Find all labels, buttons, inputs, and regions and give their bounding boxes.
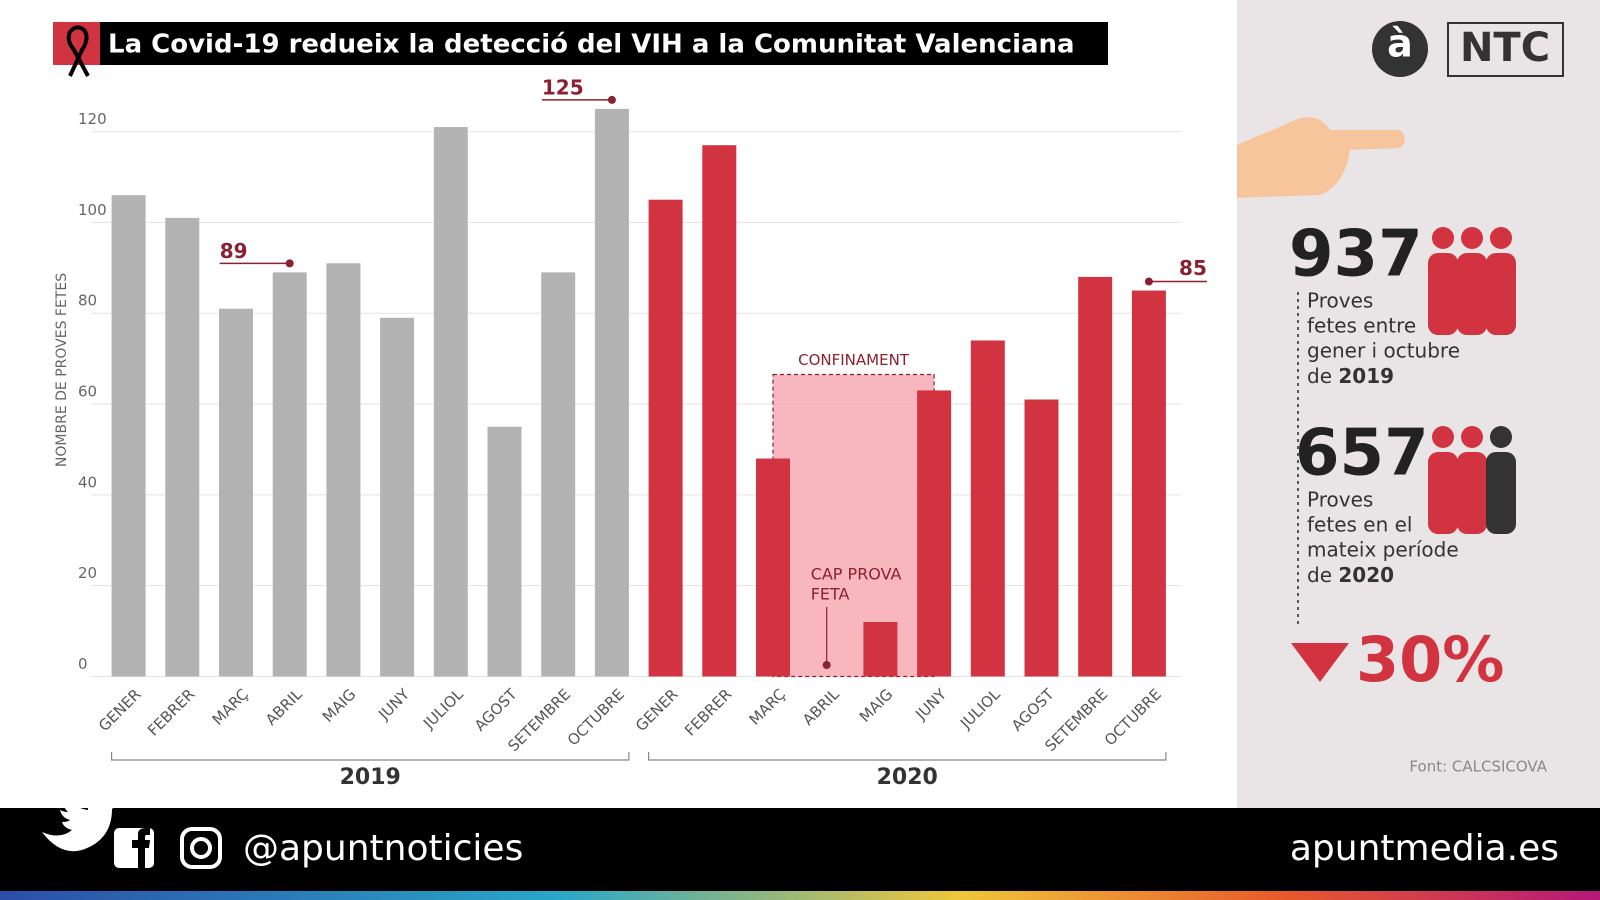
bar bbox=[1024, 399, 1059, 677]
people-icon-2020 bbox=[1428, 426, 1516, 534]
x-tick-label: OCTUBRE bbox=[564, 685, 628, 749]
facebook-f bbox=[132, 828, 150, 868]
x-tick-label: ABRIL bbox=[799, 685, 843, 729]
year-bracket bbox=[648, 752, 1167, 761]
summary-prefix: de bbox=[1307, 563, 1332, 587]
summary-text: de 2019 bbox=[1307, 364, 1394, 388]
y-tick-label: 120 bbox=[78, 110, 107, 128]
bar bbox=[594, 108, 629, 677]
no-tests-label: CAP PROVA bbox=[811, 565, 902, 584]
x-tick-label: JUNY bbox=[374, 685, 413, 724]
change: 30% bbox=[1356, 623, 1504, 696]
bar bbox=[380, 317, 415, 677]
lockdown-box bbox=[772, 373, 935, 678]
summary-year: 2020 bbox=[1338, 563, 1394, 587]
bar bbox=[917, 390, 952, 677]
summary-text: Proves bbox=[1307, 289, 1373, 313]
summary-text: de 2020 bbox=[1307, 563, 1394, 587]
x-tick-label: JULIOL bbox=[419, 685, 467, 733]
bar bbox=[1131, 290, 1166, 677]
x-tick-label: JUNY bbox=[911, 685, 950, 724]
title-bar bbox=[53, 22, 1108, 65]
x-tick-label: MAIG bbox=[856, 685, 896, 725]
bar bbox=[272, 272, 307, 677]
bar bbox=[648, 199, 683, 677]
bar bbox=[487, 426, 522, 677]
x-tick-label: FEBRER bbox=[144, 685, 198, 739]
x-tick-label: GENER bbox=[95, 685, 145, 735]
x-tick-label: OCTUBRE bbox=[1101, 685, 1165, 749]
bar bbox=[702, 145, 737, 677]
value-label: 85 bbox=[1179, 256, 1207, 280]
bar bbox=[541, 272, 576, 677]
y-tick-label: 100 bbox=[78, 201, 107, 219]
bar bbox=[863, 622, 898, 677]
y-tick-label: 60 bbox=[78, 383, 97, 401]
source: Font: CALCSICOVA bbox=[1409, 758, 1547, 776]
x-tick-label: AGOST bbox=[1008, 685, 1058, 735]
footer-handle[interactable]: @apuntnoticies bbox=[243, 828, 523, 869]
y-tick-label: 40 bbox=[78, 473, 97, 491]
summary-text: Proves bbox=[1307, 488, 1373, 512]
down-arrow bbox=[1291, 643, 1349, 682]
y-axis-label: NOMBRE DE PROVES FETES bbox=[54, 273, 70, 467]
logo-circle bbox=[1372, 21, 1428, 77]
bar bbox=[326, 263, 361, 677]
summary-text: mateix període bbox=[1307, 538, 1459, 562]
x-tick-label: GENER bbox=[632, 685, 682, 735]
bar bbox=[756, 458, 790, 677]
no-tests-label: FETA bbox=[811, 585, 850, 604]
people-icon-2019 bbox=[1428, 227, 1516, 335]
x-tick-label: MARÇ bbox=[209, 685, 252, 728]
x-tick-label: FEBRER bbox=[681, 685, 735, 739]
bar bbox=[1078, 276, 1113, 677]
y-tick-label: 0 bbox=[78, 655, 88, 673]
x-tick-label: ABRIL bbox=[262, 685, 306, 729]
hand bbox=[1237, 117, 1405, 198]
year-bracket bbox=[111, 752, 630, 761]
year-label: 2020 bbox=[877, 765, 938, 790]
bar bbox=[219, 308, 253, 677]
twitter-icon[interactable] bbox=[42, 794, 120, 852]
lockdown-label: CONFINAMENT bbox=[798, 351, 910, 369]
bar bbox=[111, 195, 146, 677]
value-label: 89 bbox=[220, 239, 248, 263]
summary-text: fetes en el bbox=[1307, 513, 1412, 537]
summary-prefix: de bbox=[1307, 364, 1332, 388]
value-label: 125 bbox=[542, 75, 584, 99]
footer-bg bbox=[0, 808, 1600, 900]
x-tick-label: JULIOL bbox=[956, 685, 1004, 733]
footer-site[interactable]: apuntmedia.es bbox=[1290, 828, 1559, 869]
x-tick-label: MAIG bbox=[319, 685, 359, 725]
instagram-lens bbox=[190, 837, 212, 859]
bar bbox=[433, 127, 468, 677]
instagram-icon[interactable] bbox=[180, 827, 222, 869]
summary-number: 937 bbox=[1289, 218, 1423, 292]
summary-text: gener i octubre bbox=[1307, 339, 1460, 363]
rainbow-strip bbox=[0, 891, 1600, 900]
no-tests-dot bbox=[822, 661, 831, 669]
bar bbox=[970, 340, 1005, 677]
x-tick-label: MARÇ bbox=[746, 685, 789, 728]
logo-ntc: NTC bbox=[1460, 25, 1550, 71]
year-label: 2019 bbox=[340, 765, 401, 790]
x-tick-label: AGOST bbox=[471, 685, 521, 735]
summary-text: fetes entre bbox=[1307, 314, 1416, 338]
y-tick-label: 20 bbox=[78, 564, 97, 582]
ribbon-icon bbox=[66, 25, 90, 77]
logo-a: à bbox=[1387, 22, 1413, 66]
summary-number: 657 bbox=[1295, 417, 1429, 491]
chart-title: La Covid-19 redueix la detecció del VIH … bbox=[108, 30, 1075, 60]
bar bbox=[165, 217, 200, 677]
logo-box bbox=[1447, 22, 1564, 77]
y-tick-label: 80 bbox=[78, 292, 97, 310]
summary-year: 2019 bbox=[1338, 364, 1394, 388]
